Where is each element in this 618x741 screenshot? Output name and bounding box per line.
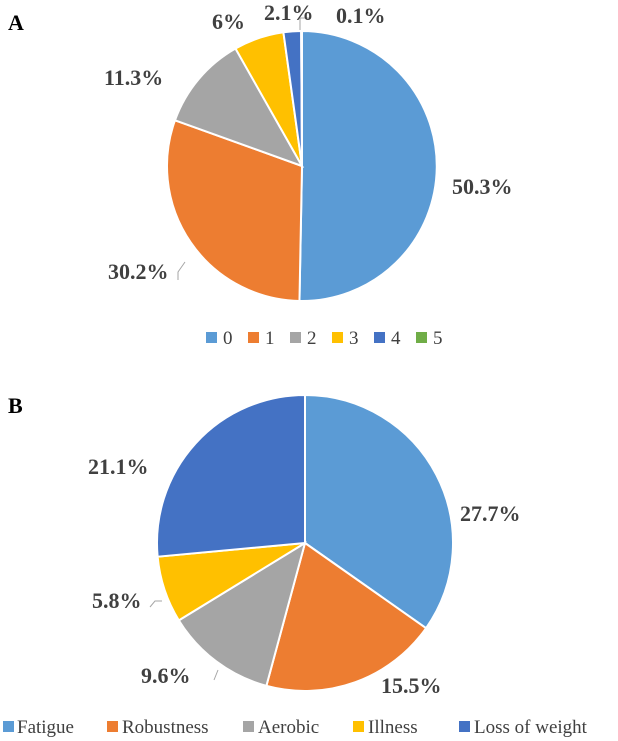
pie-a-leaders [177, 17, 310, 280]
leader-line-b-3 [149, 600, 162, 608]
legend-item-b-4: Loss of weight [459, 717, 588, 738]
legend-item-b-1: Robustness [107, 717, 209, 738]
data-label-b-1: 15.5% [381, 673, 442, 698]
legend-item-a-3: 3 [332, 328, 359, 349]
data-label-b-4: 21.1% [88, 454, 149, 479]
data-label-a-5: 0.1% [336, 3, 386, 28]
legend-label-a-2: 2 [307, 328, 317, 349]
leader-line-b-2 [213, 669, 219, 681]
legend-item-a-0: 0 [206, 328, 233, 349]
data-label-b-2: 9.6% [141, 663, 191, 688]
pie-chart-b: B 27.7% 15.5% 9.6% 5.8% 21.1% Fatigue Ro… [3, 393, 588, 738]
legend-label-a-5: 5 [433, 328, 443, 349]
legend-swatch-a-1 [248, 332, 259, 343]
leader-line-a-5 [299, 17, 310, 30]
pie-b-slices [156, 393, 455, 692]
pie-slice-a-2 [173, 47, 305, 168]
legend-swatch-b-4 [459, 721, 470, 732]
pie-a-slices [166, 29, 438, 302]
leader-line-a-1 [177, 261, 186, 280]
legend-label-a-0: 0 [223, 328, 233, 349]
legend-label-b-2: Aerobic [258, 717, 319, 738]
pie-slice-b-1 [265, 541, 428, 692]
legend-swatch-b-2 [243, 721, 254, 732]
panel-label-a: A [8, 10, 24, 35]
panel-label-b: B [8, 393, 23, 418]
legend-item-a-5: 5 [416, 328, 443, 349]
pie-slice-b-0 [304, 393, 455, 630]
legend-item-b-0: Fatigue [3, 717, 74, 738]
legend-item-b-3: Illness [353, 717, 418, 738]
legend-b: Fatigue Robustness Aerobic Illness Loss … [3, 717, 588, 738]
legend-swatch-a-3 [332, 332, 343, 343]
pie-slice-b-2 [177, 540, 307, 688]
legend-a: 0 1 2 3 4 5 [206, 328, 443, 349]
pie-slice-a-5 [300, 29, 303, 167]
data-label-a-2: 11.3% [104, 65, 163, 90]
data-label-a-0: 50.3% [452, 174, 513, 199]
pie-chart-a: A 50.3% 30.2% 11.3% 6% 2.1% 0.1% 0 1 [8, 0, 513, 349]
pie-slice-b-4 [156, 393, 306, 558]
pie-slice-a-1 [166, 118, 304, 302]
pie-b-data-labels: 27.7% 15.5% 9.6% 5.8% 21.1% [88, 454, 521, 698]
legend-swatch-a-0 [206, 332, 217, 343]
legend-label-b-4: Loss of weight [474, 717, 588, 738]
data-label-b-0: 27.7% [460, 501, 521, 526]
legend-swatch-a-4 [374, 332, 385, 343]
legend-swatch-a-5 [416, 332, 427, 343]
legend-item-b-2: Aerobic [243, 717, 319, 738]
legend-item-a-4: 4 [374, 328, 401, 349]
data-label-b-3: 5.8% [92, 588, 142, 613]
legend-item-a-2: 2 [290, 328, 317, 349]
legend-label-a-3: 3 [349, 328, 359, 349]
legend-label-a-4: 4 [391, 328, 401, 349]
pie-a-data-labels: 50.3% 30.2% 11.3% 6% 2.1% 0.1% [104, 0, 513, 284]
legend-swatch-a-2 [290, 332, 301, 343]
legend-swatch-b-3 [353, 721, 364, 732]
legend-swatch-b-0 [3, 721, 14, 732]
pie-b-leaders [149, 600, 219, 681]
data-label-a-4: 2.1% [264, 0, 314, 25]
data-label-a-1: 30.2% [108, 259, 169, 284]
legend-label-a-1: 1 [265, 328, 275, 349]
legend-label-b-0: Fatigue [17, 717, 74, 738]
legend-label-b-3: Illness [368, 717, 418, 738]
legend-label-b-1: Robustness [122, 717, 209, 738]
data-label-a-3: 6% [212, 9, 245, 34]
legend-item-a-1: 1 [248, 328, 275, 349]
pie-slice-a-0 [298, 29, 438, 302]
legend-swatch-b-1 [107, 721, 118, 732]
